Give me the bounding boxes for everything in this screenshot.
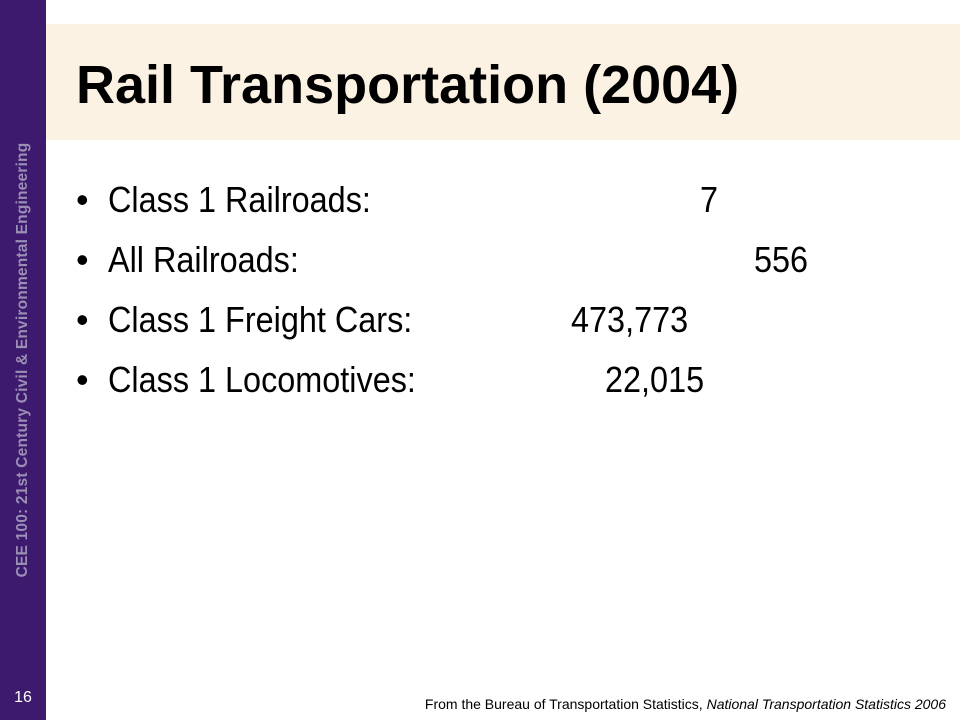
slide-number: 16 (14, 689, 32, 706)
sidebar: CEE 100: 21st Century Civil & Environmen… (0, 0, 46, 720)
bullet-value: 473,773 (570, 299, 688, 340)
bullet-label: Class 1 Railroads: (108, 179, 371, 220)
bullet-label: All Railroads: (108, 239, 299, 280)
bullet-item: • Class 1 Railroads: 7 (76, 176, 836, 236)
bullet-item: • Class 1 Locomotives: 22,015 (76, 356, 836, 416)
title-band (46, 24, 960, 140)
bullet-label: Class 1 Locomotives: (108, 359, 416, 400)
bullet-item: • All Railroads: 556 (76, 236, 836, 296)
bullet-item: • Class 1 Freight Cars: 473,773 (76, 296, 836, 356)
bullet-value: 7 (699, 179, 718, 220)
bullet-point: • (76, 239, 89, 280)
source-prefix: From the Bureau of Transportation Statis… (424, 696, 707, 712)
slide-title: Rail Transportation (2004) (76, 55, 740, 115)
bullet-list: • Class 1 Railroads: 7 • All Railroads: … (76, 176, 836, 416)
course-label: CEE 100: 21st Century Civil & Environmen… (14, 142, 31, 578)
bullet-point: • (76, 299, 89, 340)
bullet-label: Class 1 Freight Cars: (108, 299, 413, 340)
source-citation: From the Bureau of Transportation Statis… (425, 696, 946, 712)
bullet-point: • (76, 179, 89, 220)
bullet-value: 22,015 (604, 359, 704, 400)
bullet-point: • (76, 359, 89, 400)
bullet-value: 556 (753, 239, 808, 280)
source-publication: National Transportation Statistics 2006 (706, 696, 946, 712)
